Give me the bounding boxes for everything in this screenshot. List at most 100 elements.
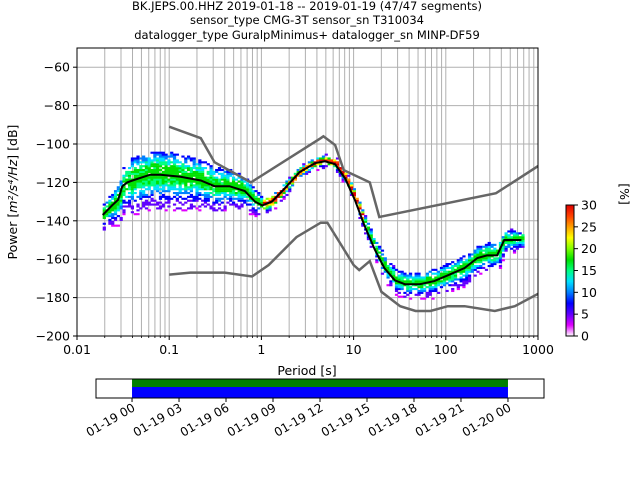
density-cell bbox=[125, 188, 129, 191]
density-cell bbox=[167, 201, 171, 204]
density-cell bbox=[161, 180, 165, 183]
density-cell bbox=[282, 197, 286, 200]
density-cell bbox=[420, 291, 424, 294]
density-cell bbox=[223, 170, 227, 173]
density-cell bbox=[215, 188, 219, 191]
density-cell bbox=[150, 197, 154, 200]
density-cell bbox=[186, 180, 191, 183]
density-cell bbox=[133, 186, 137, 189]
density-cell bbox=[473, 264, 477, 268]
density-cell bbox=[411, 280, 415, 283]
density-cell bbox=[375, 259, 379, 262]
density-cell bbox=[397, 286, 401, 289]
density-cell bbox=[203, 205, 208, 208]
density-cell bbox=[119, 216, 123, 220]
density-cell bbox=[184, 170, 188, 173]
density-cell bbox=[201, 170, 205, 173]
density-cell bbox=[153, 167, 157, 170]
density-cell bbox=[437, 276, 441, 279]
density-cell bbox=[462, 263, 466, 266]
density-cell bbox=[142, 193, 146, 197]
density-cell bbox=[215, 209, 219, 212]
density-cell bbox=[122, 193, 126, 197]
density-cell bbox=[476, 255, 480, 258]
density-cell bbox=[144, 199, 149, 202]
density-cell bbox=[212, 182, 216, 185]
density-cell bbox=[133, 182, 137, 185]
density-cell bbox=[453, 274, 458, 277]
density-cell bbox=[113, 209, 118, 212]
density-cell bbox=[206, 184, 210, 187]
density-cell bbox=[184, 190, 188, 193]
density-cell bbox=[394, 282, 399, 285]
density-cell bbox=[111, 220, 115, 223]
density-cell bbox=[153, 170, 157, 173]
density-cell bbox=[501, 243, 505, 246]
density-cell bbox=[102, 203, 106, 206]
density-cell bbox=[130, 193, 134, 197]
density-cell bbox=[164, 165, 168, 168]
density-cell bbox=[507, 243, 511, 246]
density-cell bbox=[136, 186, 140, 189]
density-cell bbox=[164, 157, 168, 160]
density-cell bbox=[156, 174, 160, 177]
density-cell bbox=[246, 186, 250, 189]
density-cell bbox=[493, 259, 497, 262]
density-cell bbox=[490, 259, 494, 262]
density-cell bbox=[206, 195, 210, 198]
density-cell bbox=[389, 263, 393, 266]
density-cell bbox=[201, 178, 205, 181]
density-cell bbox=[158, 201, 163, 204]
density-cell bbox=[380, 266, 385, 269]
density-cell bbox=[189, 199, 194, 202]
density-cell bbox=[150, 192, 154, 195]
density-cell bbox=[130, 211, 134, 214]
density-cell bbox=[265, 209, 269, 212]
density-cell bbox=[257, 213, 261, 216]
density-cell bbox=[352, 188, 356, 191]
x-axis-label: Period [s] bbox=[277, 363, 336, 378]
density-cell bbox=[501, 259, 505, 262]
density-cell bbox=[203, 197, 208, 200]
density-cell bbox=[501, 236, 505, 239]
density-cell bbox=[181, 174, 185, 177]
density-cell bbox=[175, 193, 179, 197]
density-cell bbox=[122, 199, 126, 202]
density-cell bbox=[366, 222, 371, 225]
density-cell bbox=[260, 205, 264, 208]
density-cell bbox=[265, 205, 269, 208]
density-cell bbox=[189, 182, 194, 185]
density-cell bbox=[254, 211, 258, 214]
density-cell bbox=[139, 180, 143, 183]
density-cell bbox=[265, 211, 269, 214]
density-cell bbox=[246, 184, 250, 187]
density-cell bbox=[243, 195, 247, 198]
density-cell bbox=[408, 288, 413, 291]
density-cell bbox=[459, 257, 463, 260]
timeline-tick-label: 01-19 09 bbox=[225, 400, 279, 439]
density-cell bbox=[465, 268, 469, 271]
density-cell bbox=[260, 197, 264, 200]
density-cell bbox=[403, 274, 407, 277]
density-cell bbox=[257, 197, 261, 200]
density-cell bbox=[378, 245, 382, 248]
density-cell bbox=[172, 159, 177, 162]
density-cell bbox=[189, 170, 194, 173]
density-cell bbox=[347, 180, 351, 183]
density-cell bbox=[122, 180, 126, 183]
density-cell bbox=[243, 184, 247, 187]
density-cell bbox=[521, 243, 525, 246]
density-cell bbox=[136, 172, 140, 175]
density-cell bbox=[515, 241, 519, 245]
density-cell bbox=[482, 249, 486, 252]
density-cell bbox=[451, 261, 455, 264]
density-cell bbox=[189, 159, 194, 162]
density-cell bbox=[136, 174, 140, 177]
density-cell bbox=[220, 176, 224, 179]
density-cell bbox=[482, 245, 486, 248]
density-cell bbox=[198, 159, 202, 162]
density-cell bbox=[142, 190, 146, 193]
density-cell bbox=[122, 213, 126, 216]
density-cell bbox=[439, 266, 444, 269]
density-cell bbox=[153, 188, 157, 191]
